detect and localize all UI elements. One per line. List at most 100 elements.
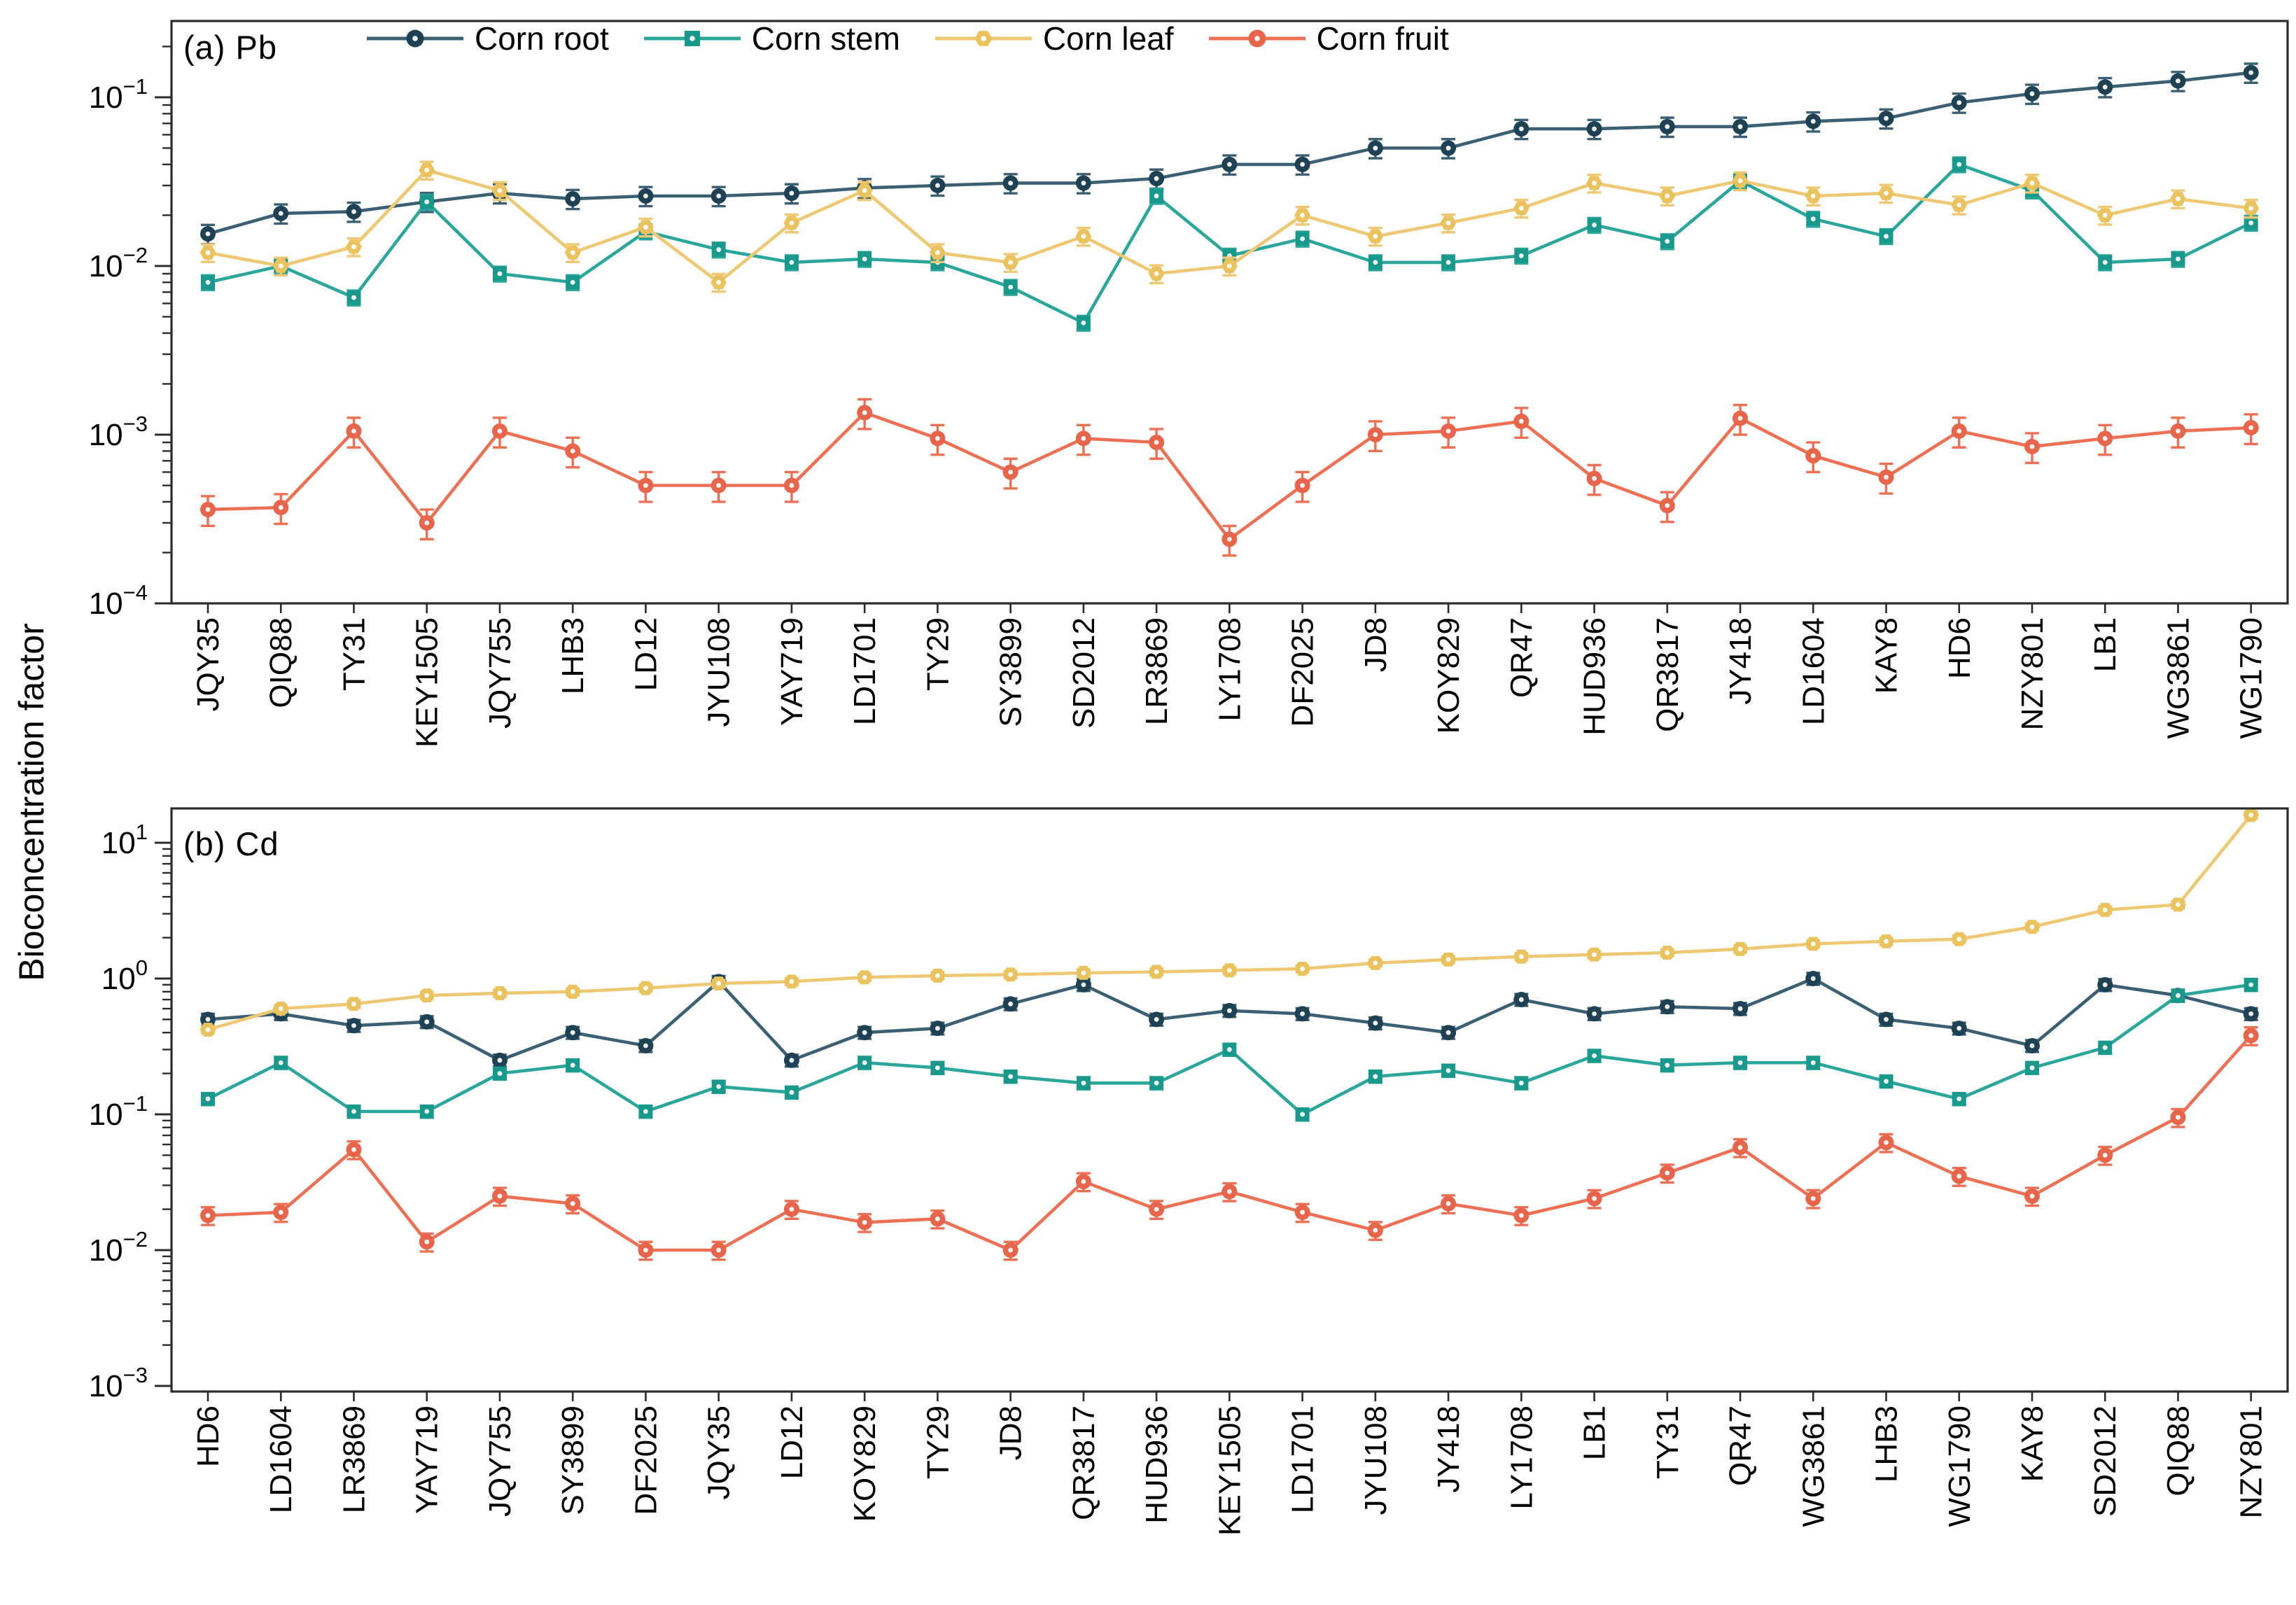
marker-center-dot <box>643 1247 648 1253</box>
marker-center-dot <box>278 1060 284 1065</box>
marker-center-dot <box>351 209 356 214</box>
marker-center-dot <box>1810 193 1816 199</box>
legend-label-corn-root: Corn root <box>475 20 609 57</box>
x-tick-label: KOY829 <box>1432 617 1466 734</box>
marker-center-dot <box>2029 1065 2035 1070</box>
marker-center-dot <box>2102 907 2108 913</box>
marker-center-dot <box>1373 1228 1378 1233</box>
marker-center-dot <box>1956 202 1962 208</box>
marker-center-dot <box>1518 997 1524 1002</box>
marker-center-dot <box>1665 1063 1670 1068</box>
marker-center-dot <box>2176 256 2180 262</box>
marker-center-dot <box>1226 263 1232 269</box>
marker-center-dot <box>935 973 940 979</box>
x-tick-label: TY29 <box>920 617 955 691</box>
marker-center-dot <box>1956 428 1962 434</box>
marker-center-dot <box>1592 126 1597 132</box>
marker-center-dot <box>1592 952 1597 958</box>
marker-center-dot <box>2102 1045 2108 1051</box>
marker-center-dot <box>1737 1060 1743 1065</box>
marker-center-dot <box>1373 146 1378 150</box>
series-line <box>207 411 2251 541</box>
marker-center-dot <box>1592 476 1597 481</box>
marker-center-dot <box>643 483 648 488</box>
x-tick-label: QR47 <box>1723 1406 1758 1486</box>
marker-center-dot <box>1081 970 1086 976</box>
marker-center-dot <box>278 1006 284 1011</box>
x-tick-label: WG1790 <box>1942 1406 1977 1527</box>
marker-center-dot <box>205 250 211 255</box>
marker-center-dot <box>1081 1080 1086 1086</box>
marker-center-dot <box>862 410 867 415</box>
marker-center-dot <box>351 295 356 300</box>
x-tick-label: YAY719 <box>410 1406 444 1514</box>
x-tick-label: QR3817 <box>1651 617 1685 732</box>
marker-center-dot <box>1226 536 1232 542</box>
marker-center-dot <box>424 1109 430 1114</box>
marker-center-dot <box>716 981 722 986</box>
marker-center-dot <box>935 183 940 188</box>
marker-center-dot <box>1154 193 1159 199</box>
marker-center-dot <box>570 250 575 255</box>
marker-center-dot <box>351 244 356 249</box>
marker-center-dot <box>1518 419 1524 424</box>
marker-center-dot <box>2102 260 2108 265</box>
marker-center-dot <box>1008 972 1014 977</box>
marker-center-dot <box>2248 70 2254 76</box>
marker-center-dot <box>1373 260 1378 265</box>
marker-center-dot <box>1884 1016 1889 1022</box>
marker-center-dot <box>1081 320 1086 325</box>
x-tick-label: JD8 <box>1359 617 1393 672</box>
marker-center-dot <box>1665 1170 1670 1176</box>
marker-center-dot <box>643 1043 648 1049</box>
marker-center-dot <box>716 1247 722 1253</box>
x-tick-label: JQY35 <box>191 617 225 712</box>
marker-center-dot <box>1154 1080 1159 1086</box>
marker-center-dot <box>862 1060 867 1065</box>
marker-center-dot <box>1446 260 1451 265</box>
marker-center-dot <box>278 505 284 510</box>
marker-center-dot <box>1810 216 1816 222</box>
marker-center-dot <box>278 1210 284 1215</box>
marker-center-dot <box>2176 428 2180 434</box>
marker-center-dot <box>205 507 211 512</box>
x-tick-label: QIQ88 <box>264 617 298 708</box>
marker-center-dot <box>1300 1210 1305 1215</box>
x-tick-label: LHB3 <box>556 617 590 694</box>
marker-center-dot <box>789 483 794 488</box>
marker-center-dot <box>1518 1080 1524 1086</box>
marker-center-dot <box>2102 435 2108 441</box>
marker-center-dot <box>1592 1053 1597 1058</box>
y-tick-label: 100 <box>102 955 148 996</box>
marker-center-dot <box>205 1096 211 1102</box>
marker-center-dot <box>497 188 503 193</box>
marker-center-dot <box>205 1213 211 1218</box>
marker-center-dot <box>424 1019 430 1025</box>
marker-center-dot <box>1592 1011 1597 1016</box>
series-corn-leaf <box>200 160 2260 293</box>
x-tick-label: LD12 <box>629 617 663 691</box>
marker-center-dot <box>1008 1074 1014 1079</box>
legend: Corn root Corn stem Corn leaf Corn fruit <box>364 20 1449 57</box>
marker-center-dot <box>1446 957 1451 962</box>
marker-center-dot <box>935 250 940 255</box>
x-tick-label: SD2012 <box>1067 617 1101 729</box>
marker-center-dot <box>1154 176 1159 181</box>
y-tick-label: 10−3 <box>89 1363 148 1403</box>
marker-center-dot <box>1956 1096 1962 1102</box>
y-axis-title: Bioconcentration factor <box>12 623 51 981</box>
x-tick-label: SY3899 <box>556 1406 590 1515</box>
marker-center-dot <box>424 520 430 526</box>
marker-center-dot <box>1737 946 1743 952</box>
x-tick-label: JYU108 <box>1359 1406 1393 1515</box>
legend-item-corn-root: Corn root <box>364 20 609 57</box>
x-tick-label: JY418 <box>1432 1406 1466 1493</box>
series-corn-fruit <box>200 398 2259 557</box>
x-tick-label: JQY755 <box>483 1406 517 1517</box>
x-tick-label: JQY755 <box>483 617 517 729</box>
x-tick-label: QR3817 <box>1067 1406 1101 1520</box>
marker-center-dot <box>1884 1079 1889 1084</box>
x-tick-label: WG1790 <box>2234 617 2269 739</box>
x-tick-label: JQY35 <box>702 1406 736 1500</box>
marker-center-dot <box>497 271 503 276</box>
